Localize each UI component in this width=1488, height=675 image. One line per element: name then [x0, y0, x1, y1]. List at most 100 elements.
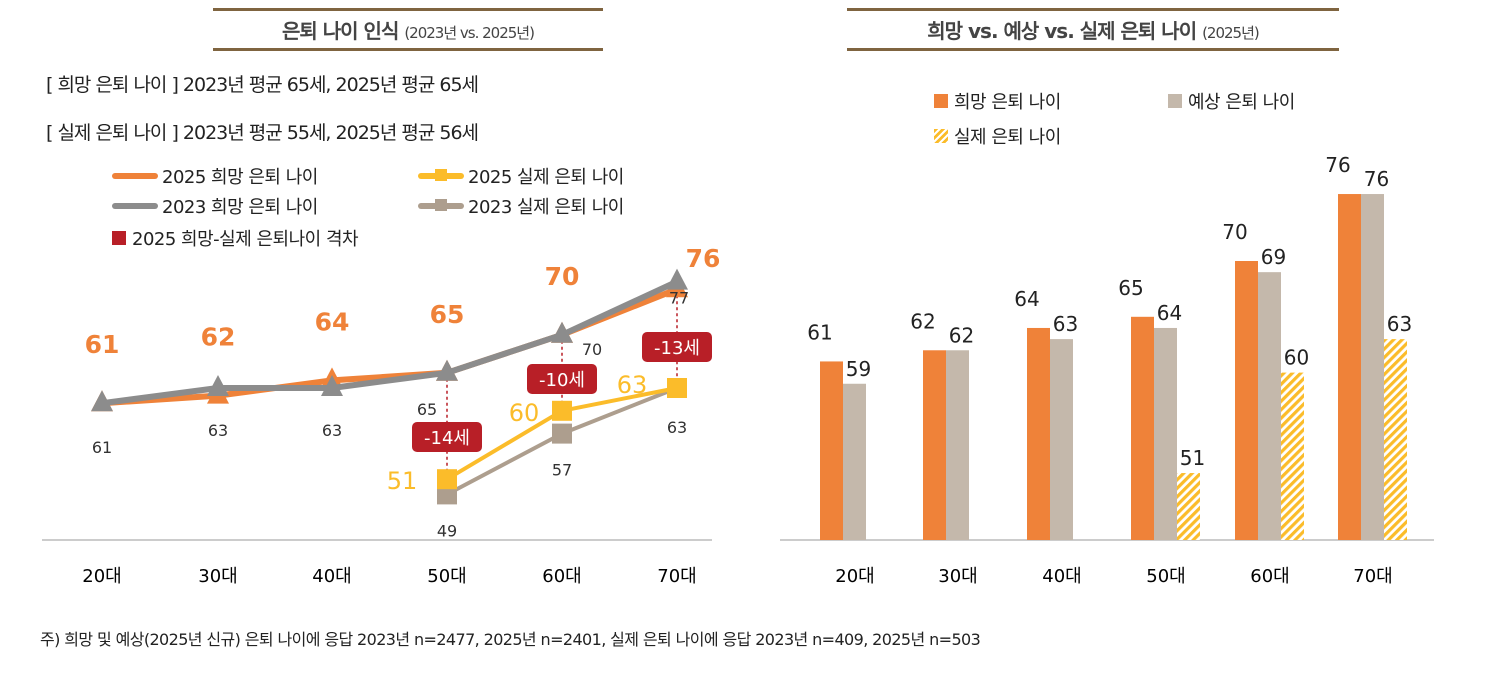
bar-value-label: 64	[1014, 287, 1039, 311]
x-tick-label: 50대	[427, 566, 466, 587]
bar-value-label: 64	[1157, 301, 1182, 325]
hatched-swatch-icon	[934, 129, 948, 143]
bar-value-label: 60	[1284, 346, 1309, 370]
bar	[1258, 272, 1281, 540]
bar	[946, 350, 969, 540]
data-label-actual-2025: 60	[509, 399, 540, 427]
bar	[1027, 327, 1050, 540]
gap-badge	[412, 422, 482, 452]
footnote: 주) 희망 및 예상(2025년 신규) 은퇴 나이에 응답 2023년 n=2…	[40, 630, 981, 649]
legend-label: 2025 희망-실제 은퇴나이 격차	[132, 229, 359, 250]
data-label-actual-2023: 63	[667, 418, 687, 437]
title-main: 은퇴 나이 인식	[282, 19, 399, 43]
x-tick-label: 20대	[835, 566, 874, 587]
bar	[820, 361, 843, 540]
legend-label: 2025 희망 은퇴 나이	[162, 167, 318, 188]
bar	[923, 350, 946, 540]
legend-label: 2023 희망 은퇴 나이	[162, 197, 318, 218]
gap-badge-label: -14세	[424, 428, 470, 449]
left-chart-title: 은퇴 나이 인식 (2023년 vs. 2025년)	[213, 8, 603, 51]
square-marker	[552, 423, 572, 444]
x-tick-label: 20대	[82, 566, 121, 587]
data-label-hope-2023: 63	[322, 421, 342, 440]
triangle-marker	[321, 375, 343, 396]
legend-label: 2023 실제 은퇴 나이	[468, 197, 624, 218]
gap-badge	[642, 332, 712, 362]
data-label-hope-2025: 61	[85, 330, 120, 359]
line-swatch-icon	[112, 173, 158, 179]
line-swatch-icon	[418, 169, 464, 181]
bar-value-label: 70	[1222, 220, 1247, 244]
legend-label: 실제 은퇴 나이	[954, 127, 1061, 148]
title-sub: (2025년)	[1202, 24, 1260, 42]
data-label-hope-2023: 61	[92, 438, 112, 457]
charts-canvas: 20대 30대 40대 50대 60대 70대 61 62 64 65 70 76 61 63 63 65 70…	[42, 153, 1434, 587]
legend-actual-2023: 2023 실제 은퇴 나이	[418, 193, 624, 219]
bar	[1177, 473, 1200, 540]
legend-gap: 2025 희망-실제 은퇴나이 격차	[112, 225, 359, 251]
title-main: 희망 vs. 예상 vs. 실제 은퇴 나이	[927, 19, 1197, 43]
bar-value-label: 65	[1118, 276, 1143, 300]
legend-label: 예상 은퇴 나이	[1188, 92, 1295, 113]
triangle-marker	[551, 321, 573, 343]
legend-hope-2025: 2025 희망 은퇴 나이	[112, 163, 318, 189]
triangle-marker	[91, 390, 113, 412]
data-label-actual-2025: 63	[617, 371, 648, 399]
data-label-hope-2025: 65	[430, 300, 465, 329]
bar	[1050, 339, 1073, 540]
data-label-hope-2025: 70	[545, 262, 580, 291]
bar	[1131, 316, 1154, 540]
x-tick-label: 30대	[198, 566, 237, 587]
data-label-hope-2025: 76	[686, 244, 721, 273]
gap-badge-label: -10세	[539, 370, 585, 391]
triangle-marker	[207, 375, 229, 396]
bar-value-label: 63	[1053, 312, 1078, 336]
data-label-actual-2023: 57	[552, 461, 572, 480]
legend-actual-2025: 2025 실제 은퇴 나이	[418, 163, 624, 189]
square-swatch-icon	[112, 231, 126, 245]
right-chart-title: 희망 vs. 예상 vs. 실제 은퇴 나이 (2025년)	[847, 8, 1339, 51]
bar-value-label: 63	[1387, 312, 1412, 336]
x-tick-label: 70대	[1353, 566, 1392, 587]
gap-badge	[527, 364, 597, 394]
line-swatch-icon	[418, 199, 464, 211]
legend-hope: 희망 은퇴 나이	[934, 88, 1061, 114]
square-marker	[437, 484, 457, 505]
square-marker	[667, 378, 687, 398]
legend-label: 희망 은퇴 나이	[954, 92, 1061, 113]
bar	[1154, 327, 1177, 540]
line-swatch-icon	[112, 203, 158, 209]
legend-expect: 예상 은퇴 나이	[1168, 88, 1295, 114]
summary-actual: [ 실제 은퇴 나이 ] 2023년 평균 55세, 2025년 평균 56세	[46, 122, 479, 144]
square-marker	[552, 400, 572, 421]
series-line	[101, 278, 679, 407]
x-tick-label: 60대	[542, 566, 581, 587]
x-tick-label: 70대	[657, 566, 696, 587]
bar-value-label: 51	[1180, 446, 1205, 470]
data-label-hope-2023: 77	[669, 289, 689, 308]
gap-badge-label: -13세	[654, 338, 700, 359]
summary-hope: [ 희망 은퇴 나이 ] 2023년 평균 65세, 2025년 평균 65세	[46, 74, 479, 96]
bar-value-label: 69	[1261, 245, 1286, 269]
x-tick-label: 60대	[1250, 566, 1289, 587]
bar-value-label: 62	[910, 309, 935, 333]
data-label-hope-2023: 63	[208, 421, 228, 440]
bar	[1338, 194, 1361, 541]
square-swatch-icon	[934, 94, 948, 108]
legend-hope-2023: 2023 희망 은퇴 나이	[112, 193, 318, 219]
square-swatch-icon	[1168, 94, 1182, 108]
x-tick-label: 40대	[1042, 566, 1081, 587]
bar	[1281, 372, 1304, 540]
bar-value-label: 76	[1364, 167, 1389, 191]
bar-value-label: 59	[846, 357, 871, 381]
x-tick-label: 50대	[1146, 566, 1185, 587]
bar-value-label: 61	[807, 320, 832, 344]
data-label-hope-2023: 65	[417, 400, 437, 419]
bar	[1235, 261, 1258, 540]
x-tick-label: 30대	[938, 566, 977, 587]
data-label-actual-2025: 51	[387, 467, 418, 495]
data-label-actual-2023: 49	[437, 521, 457, 540]
bar-value-label: 76	[1325, 153, 1350, 177]
title-sub: (2023년 vs. 2025년)	[404, 24, 535, 42]
legend-actual: 실제 은퇴 나이	[934, 123, 1061, 149]
